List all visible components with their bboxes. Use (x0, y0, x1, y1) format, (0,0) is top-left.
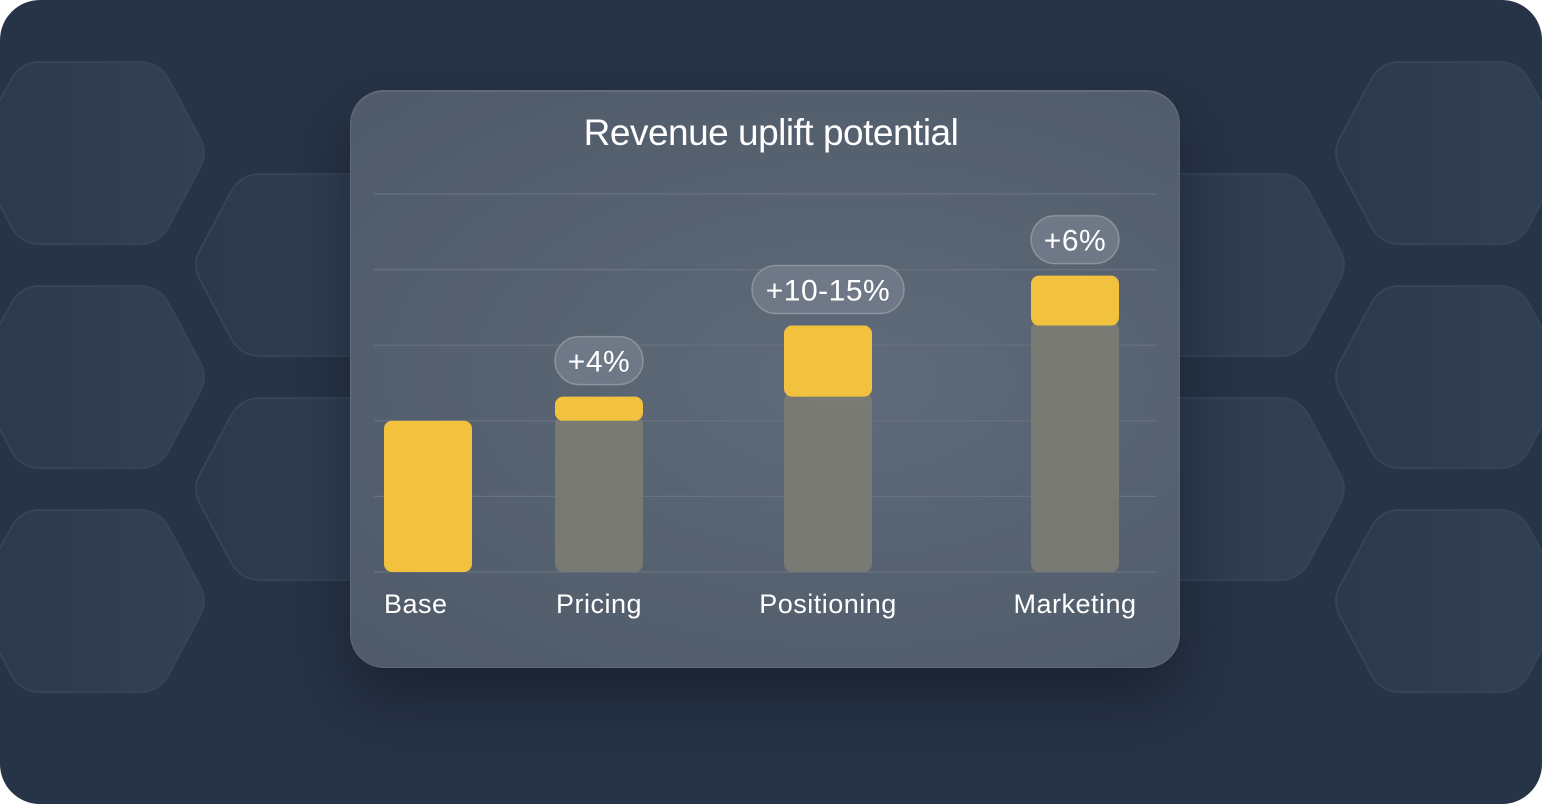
annotation-pill (554, 335, 644, 386)
bar-base-segment (555, 416, 643, 572)
bar-base-segment (784, 392, 872, 572)
category-label: Positioning (759, 589, 897, 619)
category-label: Pricing (556, 589, 642, 619)
annotation-label: +6% (1044, 225, 1106, 258)
category-label: Base (384, 589, 448, 619)
chart-title: Revenue uplift potential (583, 112, 959, 153)
category-label: Marketing (1013, 589, 1136, 619)
annotation-label: +10-15% (766, 275, 890, 308)
annotation-label: +4% (568, 346, 630, 379)
annotation-pill (751, 264, 905, 315)
bar-uplift-segment (555, 396, 643, 421)
bar-uplift-segment (784, 325, 872, 397)
bar-uplift-segment (1031, 275, 1119, 326)
bar (384, 420, 472, 572)
bar-base-segment (1031, 321, 1119, 572)
annotation-pill (1030, 214, 1120, 265)
